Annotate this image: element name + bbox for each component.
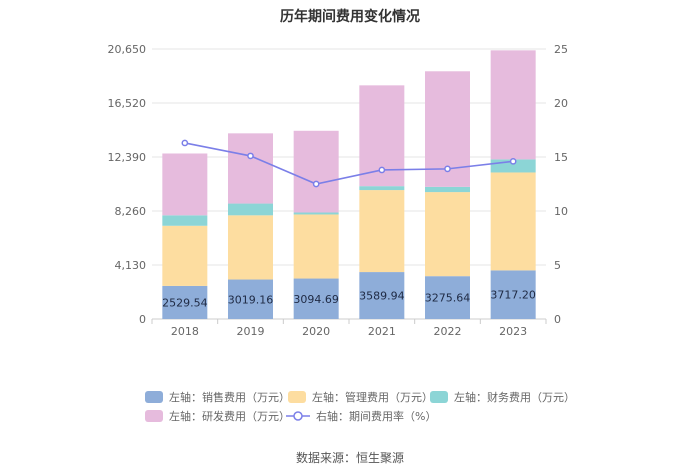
bar-data-label: 2529.54 (162, 296, 208, 309)
bar-segment-4 (162, 153, 208, 216)
bar-segment-4 (490, 50, 536, 160)
legend-label: 左轴：销售费用（万元） (169, 390, 290, 404)
bar-segment-1 (359, 272, 405, 319)
right-axis-tick-label: 10 (554, 205, 568, 218)
legend-label: 左轴：财务费用（万元） (454, 390, 575, 404)
right-axis-tick-label: 20 (554, 97, 568, 110)
bar-segment-3 (162, 215, 208, 226)
bar-data-label: 3717.20 (490, 289, 536, 302)
legend-swatch (145, 410, 163, 422)
right-axis-tick-label: 15 (554, 151, 568, 164)
rate-point (509, 157, 517, 165)
bar-segment-2 (162, 225, 208, 286)
bar-data-label: 3275.64 (425, 292, 471, 305)
rate-point (312, 180, 320, 188)
bar-segment-1 (293, 278, 339, 319)
bar-data-label: 3094.69 (293, 293, 339, 306)
bar-segment-2 (425, 192, 470, 277)
legend-swatch (430, 391, 448, 403)
legend-line-marker (293, 411, 303, 421)
rate-point (444, 165, 451, 173)
left-axis-tick-label: 8,260 (115, 205, 147, 218)
data-source: 数据来源：恒生聚源 (295, 451, 404, 465)
bar-segment-3 (425, 186, 470, 193)
x-axis-tick-label: 2018 (171, 325, 199, 338)
rate-point (181, 139, 189, 147)
bar-segment-2 (293, 214, 339, 279)
legend-label: 左轴：研发费用（万元） (169, 409, 290, 423)
left-axis-tick-label: 0 (139, 313, 146, 326)
rate-point (247, 152, 254, 160)
right-axis-tick-label: 0 (554, 313, 561, 326)
bar-segment-2 (228, 215, 273, 280)
left-axis-tick-label: 16,520 (108, 97, 147, 110)
bar-segment-1 (490, 270, 536, 319)
left-axis-tick-label: 12,390 (108, 151, 147, 164)
right-axis-tick-label: 25 (554, 43, 568, 56)
x-axis-tick-label: 2019 (237, 325, 265, 338)
left-axis-tick-label: 20,650 (108, 43, 147, 56)
x-axis-tick-label: 2023 (499, 325, 527, 338)
bar-segment-1 (425, 276, 470, 319)
bar-segment-3 (359, 186, 405, 191)
bar-segment-1 (162, 285, 208, 319)
bar-segment-3 (228, 203, 273, 216)
x-axis-tick-label: 2022 (434, 325, 462, 338)
left-axis-tick-label: 4,130 (115, 259, 147, 272)
legend-swatch (145, 391, 163, 403)
bar-segment-4 (228, 133, 273, 204)
legend-swatch (288, 391, 306, 403)
x-axis-tick-label: 2020 (302, 325, 330, 338)
bar-data-label: 3589.94 (359, 290, 405, 303)
chart-title: 历年期间费用变化情况 (280, 9, 420, 25)
bar-data-label: 3019.16 (228, 293, 274, 306)
bar-segment-2 (359, 190, 405, 273)
x-axis-tick-label: 2021 (368, 325, 396, 338)
bar-segment-3 (293, 212, 339, 215)
bar-segment-1 (228, 279, 273, 319)
bar-segment-2 (490, 172, 536, 271)
rate-point (378, 166, 386, 174)
bar-segment-4 (293, 130, 339, 213)
legend-label: 左轴：管理费用（万元） (312, 390, 433, 404)
right-axis-tick-label: 5 (554, 259, 561, 272)
rate-line (184, 142, 514, 185)
legend-label: 右轴：期间费用率（%） (316, 409, 436, 423)
